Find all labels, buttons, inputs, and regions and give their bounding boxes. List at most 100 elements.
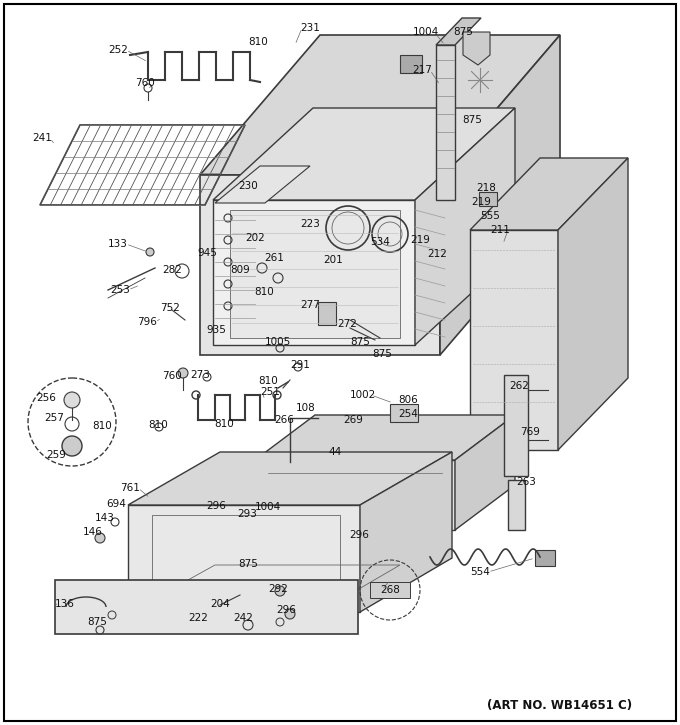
Text: 810: 810	[258, 376, 278, 386]
Polygon shape	[463, 32, 490, 65]
Text: 231: 231	[300, 23, 320, 33]
Bar	[400, 55, 422, 73]
Text: 262: 262	[509, 381, 529, 391]
Text: 760: 760	[162, 371, 182, 381]
Circle shape	[62, 436, 82, 456]
Text: 875: 875	[462, 115, 482, 125]
Text: 251: 251	[260, 387, 280, 397]
Polygon shape	[255, 415, 515, 460]
Text: 133: 133	[108, 239, 128, 249]
Text: 252: 252	[108, 45, 128, 55]
Polygon shape	[470, 230, 558, 450]
Polygon shape	[55, 580, 358, 634]
Text: 296: 296	[349, 530, 369, 540]
Text: 1004: 1004	[255, 502, 281, 512]
Text: 282: 282	[162, 265, 182, 275]
Polygon shape	[558, 158, 628, 450]
Circle shape	[178, 368, 188, 378]
Circle shape	[218, 503, 228, 513]
Text: 273: 273	[190, 370, 210, 380]
Text: 1005: 1005	[265, 337, 291, 347]
Circle shape	[146, 248, 154, 256]
Text: 694: 694	[106, 499, 126, 509]
Text: 292: 292	[268, 584, 288, 594]
Text: 266: 266	[274, 415, 294, 425]
Circle shape	[285, 609, 295, 619]
Text: 143: 143	[95, 513, 115, 523]
Text: 554: 554	[470, 567, 490, 577]
Circle shape	[275, 586, 285, 596]
Bar	[479, 192, 497, 206]
Circle shape	[243, 513, 253, 523]
Text: 254: 254	[398, 409, 418, 419]
Polygon shape	[213, 200, 415, 345]
Text: 291: 291	[290, 360, 310, 370]
Text: 935: 935	[206, 325, 226, 335]
Text: 875: 875	[350, 337, 370, 347]
Text: 44: 44	[328, 447, 341, 457]
Text: 752: 752	[160, 303, 180, 313]
Text: 242: 242	[233, 613, 253, 623]
Text: (ART NO. WB14651 C): (ART NO. WB14651 C)	[488, 700, 632, 713]
Text: 261: 261	[264, 253, 284, 263]
Text: 108: 108	[296, 403, 316, 413]
Text: 202: 202	[245, 233, 265, 243]
Text: 211: 211	[490, 225, 510, 235]
Polygon shape	[436, 45, 455, 200]
Text: 277: 277	[300, 300, 320, 310]
Polygon shape	[215, 166, 310, 203]
Text: 146: 146	[83, 527, 103, 537]
Polygon shape	[200, 35, 560, 175]
Polygon shape	[440, 35, 560, 355]
Text: 809: 809	[230, 265, 250, 275]
Text: 293: 293	[237, 509, 257, 519]
Text: 136: 136	[55, 599, 75, 609]
Text: 268: 268	[380, 585, 400, 595]
Text: 219: 219	[410, 235, 430, 245]
Polygon shape	[360, 452, 452, 612]
Polygon shape	[213, 108, 515, 200]
Text: 259: 259	[46, 450, 66, 460]
Text: 217: 217	[412, 65, 432, 75]
Text: 555: 555	[480, 211, 500, 221]
Circle shape	[355, 530, 365, 540]
Text: 222: 222	[188, 613, 208, 623]
Polygon shape	[504, 375, 528, 476]
Bar	[370, 582, 410, 598]
Text: 810: 810	[92, 421, 112, 431]
Text: 875: 875	[238, 559, 258, 569]
Polygon shape	[455, 415, 515, 530]
Text: 296: 296	[276, 605, 296, 615]
Polygon shape	[230, 210, 400, 338]
Text: 263: 263	[516, 477, 536, 487]
Text: 1002: 1002	[350, 390, 376, 400]
Text: 219: 219	[471, 197, 491, 207]
Text: 253: 253	[110, 285, 130, 295]
Circle shape	[95, 533, 105, 543]
Text: 810: 810	[148, 420, 168, 430]
Text: 810: 810	[214, 419, 234, 429]
Polygon shape	[470, 158, 628, 230]
Polygon shape	[128, 505, 360, 612]
Polygon shape	[436, 18, 481, 45]
Text: 810: 810	[248, 37, 268, 47]
Text: 230: 230	[238, 181, 258, 191]
Circle shape	[64, 392, 80, 408]
Text: 760: 760	[135, 78, 155, 88]
Text: 218: 218	[476, 183, 496, 193]
Text: 796: 796	[137, 317, 157, 327]
Text: 256: 256	[36, 393, 56, 403]
Text: 212: 212	[427, 249, 447, 259]
Text: 875: 875	[453, 27, 473, 37]
Polygon shape	[255, 460, 455, 530]
Text: 241: 241	[32, 133, 52, 143]
Text: 945: 945	[197, 248, 217, 258]
Text: 810: 810	[254, 287, 274, 297]
Text: 204: 204	[210, 599, 230, 609]
Text: 257: 257	[44, 413, 64, 423]
Polygon shape	[508, 480, 525, 530]
Text: 875: 875	[87, 617, 107, 627]
Text: 201: 201	[323, 255, 343, 265]
Text: 761: 761	[120, 483, 140, 493]
Bar	[390, 404, 418, 422]
